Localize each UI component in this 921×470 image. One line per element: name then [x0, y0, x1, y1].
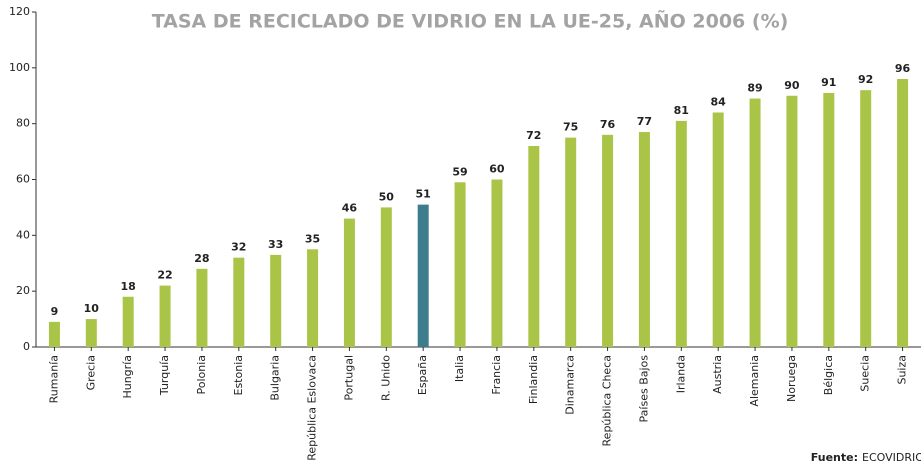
source: ECOVIDRIO [862, 451, 921, 464]
value-label: 75 [563, 121, 578, 134]
bar [528, 146, 540, 347]
x-tick-label: Bélgica [822, 355, 835, 395]
bar [307, 249, 319, 347]
x-tick-label: Austria [711, 355, 724, 394]
value-label: 22 [157, 269, 172, 282]
bar [897, 79, 909, 347]
bar [343, 218, 355, 347]
x-tick-label: Suiza [896, 355, 909, 385]
value-label: 84 [711, 96, 727, 109]
bar [638, 132, 650, 347]
x-tick-label: República Checa [601, 355, 614, 446]
y-tick-label: 120 [9, 5, 30, 18]
value-label: 18 [121, 280, 136, 293]
value-label: 96 [895, 62, 911, 75]
x-tick-label: Finlandia [527, 355, 540, 404]
y-tick-label: 40 [16, 228, 30, 241]
value-label: 33 [268, 238, 283, 251]
value-label: 10 [84, 302, 100, 315]
bar [602, 134, 614, 347]
value-label: 28 [194, 252, 209, 265]
bar [749, 98, 761, 348]
value-label: 35 [305, 232, 320, 245]
bar [823, 92, 835, 347]
value-label: 59 [452, 165, 467, 178]
bar [860, 90, 872, 348]
value-label: 90 [784, 79, 800, 92]
bar [270, 254, 282, 347]
bar [122, 296, 134, 347]
x-tick-label: Dinamarca [564, 355, 577, 415]
x-tick-label: Rumanía [47, 355, 60, 403]
x-tick-label: Noruega [785, 355, 798, 402]
bar [491, 179, 503, 347]
value-label: 92 [858, 73, 873, 86]
value-label: 50 [379, 190, 395, 203]
y-tick-label: 0 [23, 340, 30, 353]
value-label: 9 [51, 305, 59, 318]
x-tick-label: Suecia [859, 355, 872, 392]
bar [196, 268, 208, 347]
value-label: 46 [342, 202, 358, 215]
x-tick-label: Irlanda [674, 355, 687, 393]
y-tick-label: 80 [16, 117, 30, 130]
y-tick-label: 100 [9, 61, 30, 74]
bar [380, 207, 392, 347]
value-label: 81 [674, 104, 689, 117]
x-tick-label: R. Unido [379, 355, 392, 401]
x-tick-label: España [416, 355, 429, 395]
y-tick-label: 20 [16, 284, 30, 297]
x-tick-label: República Eslovaca [306, 355, 319, 461]
x-tick-label: Turquía [158, 355, 171, 396]
y-tick-label: 60 [16, 173, 30, 186]
value-label: 91 [821, 76, 836, 89]
bar [85, 319, 97, 347]
value-label: 77 [637, 115, 652, 128]
x-tick-label: Estonia [232, 355, 245, 396]
bar [565, 137, 577, 347]
source-label: Fuente: [811, 451, 858, 464]
value-label: 60 [489, 163, 505, 176]
bar [233, 257, 245, 347]
bar [454, 182, 466, 347]
value-label: 76 [600, 118, 616, 131]
x-tick-label: Bulgaria [269, 355, 282, 401]
bar [786, 95, 798, 347]
bar [712, 112, 724, 347]
bar [48, 321, 60, 347]
chart-title: TASA DE RECICLADO DE VIDRIO EN LA UE-25,… [152, 9, 789, 33]
value-label: 51 [416, 188, 431, 201]
value-label: 72 [526, 129, 541, 142]
bar [417, 204, 429, 347]
x-tick-label: Portugal [342, 355, 355, 401]
value-label: 32 [231, 241, 246, 254]
bar [159, 285, 171, 347]
bar [675, 120, 687, 347]
x-tick-label: Países Bajos [637, 355, 650, 423]
x-tick-label: Francia [490, 355, 503, 395]
x-tick-label: Grecia [84, 355, 97, 390]
x-tick-label: Hungría [121, 355, 134, 399]
value-label: 89 [747, 82, 762, 95]
x-tick-label: Alemania [748, 355, 761, 407]
x-tick-label: Italia [453, 355, 466, 382]
x-tick-label: Polonia [195, 355, 208, 395]
